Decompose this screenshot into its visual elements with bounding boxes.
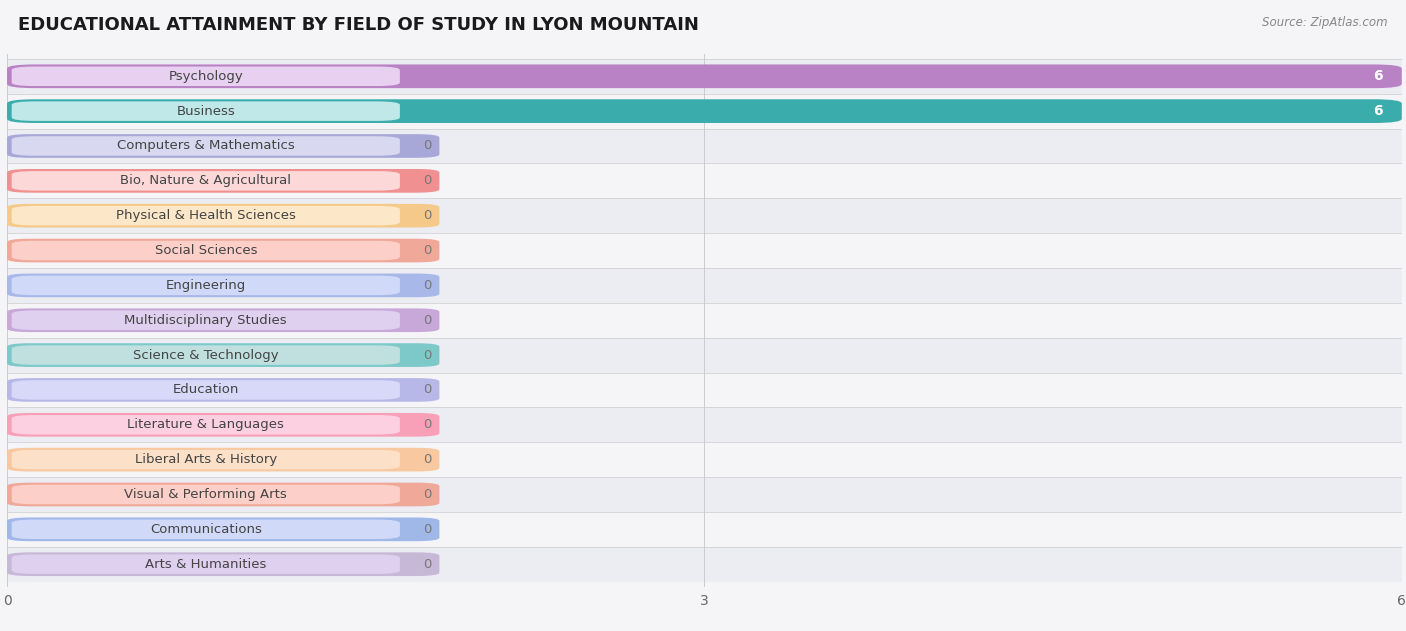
Text: 0: 0: [423, 384, 432, 396]
FancyBboxPatch shape: [7, 517, 440, 541]
FancyBboxPatch shape: [11, 310, 399, 330]
Text: Social Sciences: Social Sciences: [155, 244, 257, 257]
Text: Literature & Languages: Literature & Languages: [128, 418, 284, 431]
FancyBboxPatch shape: [7, 442, 1402, 477]
FancyBboxPatch shape: [7, 552, 440, 576]
FancyBboxPatch shape: [7, 483, 440, 506]
FancyBboxPatch shape: [7, 59, 1402, 94]
FancyBboxPatch shape: [11, 241, 399, 261]
Text: 0: 0: [423, 488, 432, 501]
FancyBboxPatch shape: [7, 239, 440, 262]
Text: 0: 0: [423, 348, 432, 362]
FancyBboxPatch shape: [7, 408, 1402, 442]
FancyBboxPatch shape: [7, 99, 1402, 123]
FancyBboxPatch shape: [7, 448, 440, 471]
Text: Psychology: Psychology: [169, 70, 243, 83]
Text: 0: 0: [423, 453, 432, 466]
FancyBboxPatch shape: [11, 102, 399, 121]
FancyBboxPatch shape: [7, 134, 440, 158]
Text: 0: 0: [423, 174, 432, 187]
Text: Business: Business: [176, 105, 235, 117]
Text: Visual & Performing Arts: Visual & Performing Arts: [124, 488, 287, 501]
Text: Computers & Mathematics: Computers & Mathematics: [117, 139, 295, 153]
FancyBboxPatch shape: [11, 519, 399, 539]
FancyBboxPatch shape: [7, 273, 440, 297]
FancyBboxPatch shape: [11, 136, 399, 156]
Text: Education: Education: [173, 384, 239, 396]
FancyBboxPatch shape: [7, 198, 1402, 233]
Text: Liberal Arts & History: Liberal Arts & History: [135, 453, 277, 466]
FancyBboxPatch shape: [11, 555, 399, 574]
Text: Bio, Nature & Agricultural: Bio, Nature & Agricultural: [121, 174, 291, 187]
FancyBboxPatch shape: [7, 268, 1402, 303]
Text: Source: ZipAtlas.com: Source: ZipAtlas.com: [1263, 16, 1388, 29]
FancyBboxPatch shape: [7, 338, 1402, 372]
Text: Physical & Health Sciences: Physical & Health Sciences: [115, 209, 295, 222]
FancyBboxPatch shape: [7, 129, 1402, 163]
FancyBboxPatch shape: [7, 169, 440, 192]
Text: 0: 0: [423, 244, 432, 257]
FancyBboxPatch shape: [7, 546, 1402, 582]
Text: 6: 6: [1374, 104, 1384, 118]
Text: 0: 0: [423, 523, 432, 536]
Text: Arts & Humanities: Arts & Humanities: [145, 558, 267, 570]
FancyBboxPatch shape: [7, 372, 1402, 408]
FancyBboxPatch shape: [11, 171, 399, 191]
FancyBboxPatch shape: [11, 485, 399, 504]
Text: EDUCATIONAL ATTAINMENT BY FIELD OF STUDY IN LYON MOUNTAIN: EDUCATIONAL ATTAINMENT BY FIELD OF STUDY…: [18, 16, 699, 34]
FancyBboxPatch shape: [7, 378, 440, 402]
FancyBboxPatch shape: [11, 380, 399, 399]
Text: 6: 6: [1374, 69, 1384, 83]
Text: 0: 0: [423, 558, 432, 570]
FancyBboxPatch shape: [7, 477, 1402, 512]
FancyBboxPatch shape: [7, 94, 1402, 129]
FancyBboxPatch shape: [11, 345, 399, 365]
FancyBboxPatch shape: [7, 303, 1402, 338]
Text: 0: 0: [423, 418, 432, 431]
FancyBboxPatch shape: [11, 450, 399, 469]
FancyBboxPatch shape: [7, 413, 440, 437]
FancyBboxPatch shape: [7, 512, 1402, 546]
FancyBboxPatch shape: [7, 233, 1402, 268]
FancyBboxPatch shape: [11, 66, 399, 86]
Text: 0: 0: [423, 314, 432, 327]
Text: Multidisciplinary Studies: Multidisciplinary Studies: [125, 314, 287, 327]
FancyBboxPatch shape: [7, 163, 1402, 198]
Text: Science & Technology: Science & Technology: [134, 348, 278, 362]
Text: 0: 0: [423, 209, 432, 222]
FancyBboxPatch shape: [7, 343, 440, 367]
FancyBboxPatch shape: [7, 64, 1402, 88]
FancyBboxPatch shape: [7, 309, 440, 332]
FancyBboxPatch shape: [11, 415, 399, 435]
Text: 0: 0: [423, 139, 432, 153]
Text: Communications: Communications: [150, 523, 262, 536]
Text: 0: 0: [423, 279, 432, 292]
FancyBboxPatch shape: [11, 276, 399, 295]
FancyBboxPatch shape: [11, 206, 399, 225]
FancyBboxPatch shape: [7, 204, 440, 228]
Text: Engineering: Engineering: [166, 279, 246, 292]
